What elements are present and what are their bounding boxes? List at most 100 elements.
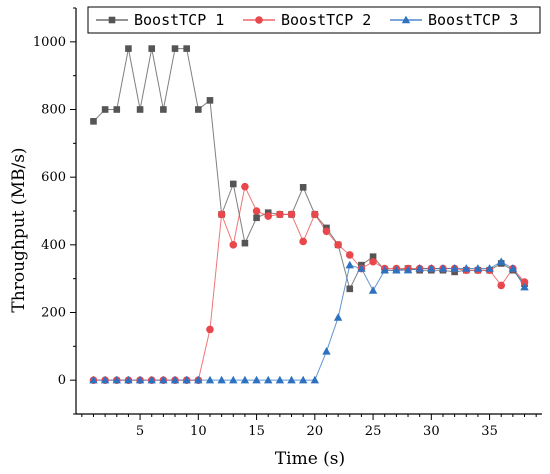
x-tick-label: 15 <box>248 424 265 439</box>
legend-label-1: BoostTCP 1 <box>134 11 224 29</box>
series-3-point <box>89 375 98 384</box>
series-3-point <box>287 375 296 384</box>
series-3-point <box>368 286 378 294</box>
series-3-point <box>124 375 133 384</box>
legend-items: BoostTCP 1 BoostTCP 2 BoostTCP 3 <box>96 11 518 29</box>
series-3-point <box>275 375 285 384</box>
series-3-point <box>112 375 121 384</box>
series-3-point <box>380 265 389 274</box>
series-1-point <box>346 285 354 293</box>
series-3-point <box>135 375 145 384</box>
series-3-point <box>333 313 343 321</box>
series-2-point <box>322 227 331 236</box>
series-markers <box>89 45 529 384</box>
series-1-point <box>241 239 249 247</box>
y-axis-title: Throughput (MB/s) <box>9 147 29 312</box>
series-2-point <box>311 210 319 219</box>
legend-marker-3 <box>401 15 411 24</box>
series-3-point <box>415 264 424 272</box>
series-3-point <box>520 282 529 291</box>
y-tick-label: 400 <box>41 238 66 253</box>
legend: BoostTCP 1 BoostTCP 2 BoostTCP 3 <box>87 6 541 34</box>
series-3-point <box>205 375 215 384</box>
x-axis-title: Time (s) <box>275 449 345 469</box>
series-3-point <box>427 264 436 272</box>
ticks-layer: 5 10 15 20 25 30 35 0 200 400 600 800 1000 <box>33 7 537 439</box>
series-3-point <box>217 375 226 384</box>
series-3-point <box>194 375 203 384</box>
series-3-point <box>310 375 320 384</box>
series-1-point <box>206 97 214 104</box>
x-tick-label: 30 <box>423 424 440 439</box>
series-2-point <box>497 281 506 290</box>
y-tick-label: 800 <box>41 103 66 118</box>
series-2-point <box>241 182 249 191</box>
series-3-point <box>322 347 331 355</box>
series-2-point <box>252 207 261 215</box>
series-3-point <box>147 375 156 384</box>
legend-marker-1 <box>108 16 116 24</box>
series-1-point <box>253 214 260 222</box>
series-1-point <box>171 45 179 52</box>
plot-frame <box>75 8 542 415</box>
series-3-point <box>497 257 506 265</box>
series-1-point <box>160 106 167 113</box>
y-tick-label: 0 <box>58 373 66 388</box>
series-line-1 <box>93 48 525 291</box>
series-3-point <box>450 264 459 272</box>
series-3-point <box>298 375 308 384</box>
series-1-point <box>299 184 307 191</box>
x-tick-label: 35 <box>481 424 498 439</box>
series-lines <box>93 48 525 381</box>
series-3-point <box>264 375 273 384</box>
series-2-point <box>520 278 529 286</box>
series-2-point <box>206 325 214 334</box>
series-2-point <box>345 251 354 259</box>
series-3-point <box>159 375 168 384</box>
series-1-point <box>195 106 202 113</box>
x-tick-label: 10 <box>190 424 207 439</box>
y-tick-label: 200 <box>41 306 66 321</box>
series-3-point <box>182 375 191 384</box>
series-1-point <box>369 253 377 260</box>
legend-label-3: BoostTCP 3 <box>428 11 518 29</box>
series-3-point <box>170 375 180 384</box>
series-3-point <box>100 375 110 384</box>
series-1-point <box>125 45 132 52</box>
series-3-point <box>403 265 413 274</box>
series-2-point <box>299 237 307 246</box>
series-3-point <box>485 264 494 272</box>
series-1-point <box>90 118 97 125</box>
series-3-point <box>229 375 238 384</box>
legend-label-2: BoostTCP 2 <box>281 11 371 29</box>
legend-box <box>87 6 541 34</box>
series-2-point <box>334 241 342 249</box>
series-1-point <box>136 106 144 113</box>
legend-marker-2 <box>255 16 263 24</box>
x-tick-label: 25 <box>365 424 382 439</box>
series-3-point <box>392 265 401 274</box>
x-tick-label: 5 <box>136 424 144 439</box>
series-3-point <box>508 264 518 272</box>
series-2-point <box>264 212 273 220</box>
x-tick-label: 20 <box>307 424 324 439</box>
series-2-point <box>369 257 377 266</box>
series-3-point <box>357 264 366 272</box>
series-3-point <box>462 264 471 272</box>
series-3-point <box>252 375 261 384</box>
series-1-point <box>113 106 121 113</box>
series-line-2 <box>93 185 525 381</box>
series-line-3 <box>93 261 525 381</box>
series-3-point <box>438 264 448 272</box>
series-3-point <box>473 264 483 272</box>
series-1-point <box>183 45 190 52</box>
series-2-point <box>217 210 226 219</box>
series-1-point <box>148 45 156 52</box>
series-2-point <box>287 210 296 219</box>
series-3-point <box>240 375 250 384</box>
series-2-point <box>276 210 284 219</box>
y-tick-label: 1000 <box>33 35 66 50</box>
series-2-point <box>229 241 238 249</box>
y-tick-label: 600 <box>41 170 66 185</box>
